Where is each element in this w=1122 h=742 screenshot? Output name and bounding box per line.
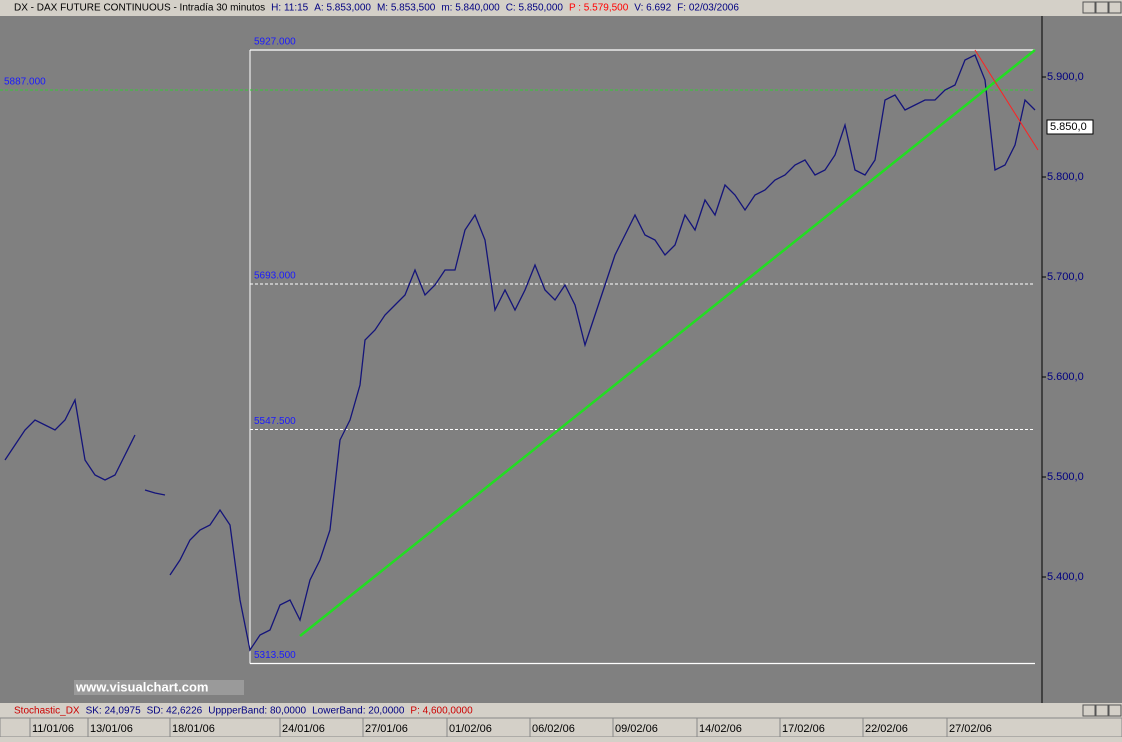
x-tick-label: 27/01/06 xyxy=(365,723,408,735)
y-tick-label: 5.600,0 xyxy=(1047,371,1084,383)
minimize-button[interactable] xyxy=(1082,1,1096,14)
level-label: 5693.000 xyxy=(254,271,296,282)
x-tick-label: 09/02/06 xyxy=(615,723,658,735)
window-buttons[interactable] xyxy=(1082,1,1122,717)
y-tick-label: 5.900,0 xyxy=(1047,71,1084,83)
level-label: 5547.500 xyxy=(254,416,296,427)
plot-area xyxy=(0,16,1042,703)
status-text: UppperBand: 80,0000 xyxy=(208,706,306,717)
status-text: V: 6.692 xyxy=(634,3,671,14)
x-tick-label: 27/02/06 xyxy=(949,723,992,735)
header-bar xyxy=(0,0,1122,16)
level-label: 5313.500 xyxy=(254,650,296,661)
x-tick-label: 22/02/06 xyxy=(865,723,908,735)
status-text: m: 5.840,000 xyxy=(441,3,500,14)
x-tick-label: 11/01/06 xyxy=(32,723,74,735)
x-tick-label: 18/01/06 xyxy=(172,723,215,735)
indicator-bar xyxy=(0,703,1122,718)
status-text: C: 5.850,000 xyxy=(506,3,564,14)
x-tick-label: 17/02/06 xyxy=(782,723,825,735)
x-tick-label: 14/02/06 xyxy=(699,723,742,735)
last-value-label: 5.850,0 xyxy=(1050,121,1087,133)
level-label: 5927.000 xyxy=(254,37,296,48)
y-tick-label: 5.800,0 xyxy=(1047,171,1084,183)
x-tick-label: 06/02/06 xyxy=(532,723,575,735)
trendline xyxy=(974,49,1039,151)
price-line xyxy=(4,54,1036,652)
minimize-button[interactable] xyxy=(1082,704,1096,717)
status-text: H: 11:15 xyxy=(271,3,308,14)
maximize-button[interactable] xyxy=(1095,704,1109,717)
status-text: DX - DAX FUTURE CONTINUOUS - Intradía 30… xyxy=(14,3,265,14)
level-label: 5887.000 xyxy=(4,77,46,88)
maximize-button[interactable] xyxy=(1095,1,1109,14)
close-button[interactable] xyxy=(1108,1,1122,14)
status-text: F: 02/03/2006 xyxy=(677,3,739,14)
status-text: M: 5.853,500 xyxy=(377,3,436,14)
watermark-bg xyxy=(74,680,244,695)
x-tick-label: 01/02/06 xyxy=(449,723,492,735)
y-tick-label: 5.500,0 xyxy=(1047,471,1084,483)
status-text: P: 4,600,0000 xyxy=(410,706,473,717)
y-tick-label: 5.700,0 xyxy=(1047,271,1084,283)
watermark: www.visualchart.com xyxy=(75,679,208,694)
status-text: P : 5.579,500 xyxy=(569,3,629,14)
status-text: A: 5.853,000 xyxy=(314,3,371,14)
close-button[interactable] xyxy=(1108,704,1122,717)
trendline xyxy=(299,49,1036,637)
y-tick-label: 5.400,0 xyxy=(1047,571,1084,583)
x-tick-label: 24/01/06 xyxy=(282,723,325,735)
status-text: Stochastic_DX xyxy=(14,706,80,717)
status-text: LowerBand: 20,0000 xyxy=(312,706,405,717)
last-value-box xyxy=(1046,119,1094,135)
y-axis-panel xyxy=(1042,16,1122,703)
x-tick-label: 13/01/06 xyxy=(90,723,133,735)
status-text: SK: 24,0975 xyxy=(86,706,141,717)
status-text: SD: 42,6226 xyxy=(147,706,203,717)
